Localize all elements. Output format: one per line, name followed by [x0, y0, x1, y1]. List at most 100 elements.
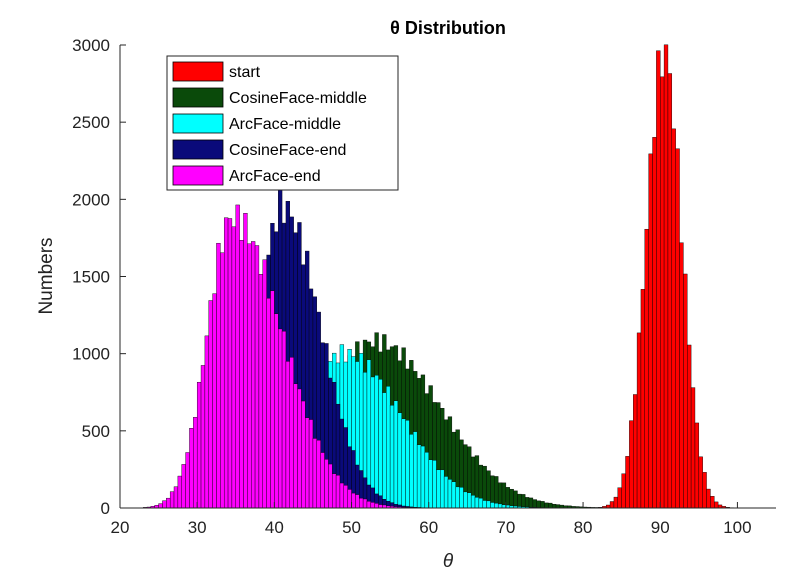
- histogram-bar: [428, 459, 433, 509]
- histogram-bar: [235, 204, 240, 509]
- histogram-bar: [509, 488, 514, 509]
- histogram-bar: [204, 335, 209, 509]
- histogram-bar: [200, 365, 206, 509]
- histogram-bar: [413, 431, 418, 509]
- histogram-bar: [702, 472, 707, 509]
- histogram-bar: [386, 386, 391, 509]
- histogram-bar: [378, 504, 383, 509]
- histogram-bar: [440, 469, 445, 509]
- histogram-bar: [355, 494, 360, 509]
- histogram-bar: [301, 400, 306, 509]
- histogram-bar: [401, 418, 406, 509]
- histogram-bar: [609, 501, 615, 509]
- histogram-bar: [308, 419, 314, 509]
- x-tick-label: 40: [265, 518, 284, 537]
- histogram-bar: [359, 497, 364, 509]
- histogram-bar: [675, 148, 680, 509]
- histogram-bar: [687, 344, 692, 509]
- histogram-bar: [513, 490, 518, 509]
- histogram-bar: [521, 494, 526, 509]
- histogram-bar: [517, 493, 522, 509]
- x-tick-label: 80: [574, 518, 593, 537]
- histogram-bar: [629, 420, 634, 509]
- histogram-bar: [362, 498, 368, 509]
- histogram-bar: [320, 452, 325, 509]
- histogram-bar: [324, 459, 329, 509]
- histogram-bar: [494, 502, 499, 509]
- histogram-bar: [714, 501, 719, 509]
- legend-label: CosineFace-middle: [229, 90, 367, 107]
- histogram-bar: [297, 388, 302, 509]
- histogram-bar: [173, 486, 179, 509]
- legend-swatch: [172, 139, 224, 160]
- histogram-bar: [416, 444, 422, 509]
- histogram-bar: [470, 495, 476, 509]
- legend-label: ArcFace-end: [229, 168, 321, 185]
- histogram-bar: [169, 491, 175, 509]
- histogram-bar: [212, 293, 217, 509]
- histogram-bar: [393, 400, 399, 509]
- histogram-bar: [250, 241, 256, 509]
- x-tick-label: 50: [342, 518, 361, 537]
- histogram-bar: [220, 252, 225, 509]
- histogram-bar: [540, 501, 545, 509]
- histogram-bar: [436, 469, 441, 509]
- histogram-bar: [343, 485, 348, 509]
- legend-swatch: [172, 61, 224, 82]
- histogram-bar: [621, 473, 626, 509]
- histogram-bar: [243, 213, 248, 509]
- y-tick-label: 500: [82, 422, 110, 441]
- histogram-bar: [706, 488, 711, 509]
- histogram-bar: [640, 289, 646, 509]
- y-tick-label: 1000: [72, 345, 110, 364]
- histogram-bar: [266, 297, 271, 509]
- histogram-bar: [270, 290, 275, 509]
- histogram-bar: [656, 50, 661, 509]
- histogram-bar: [679, 242, 684, 509]
- histogram-bar: [555, 504, 561, 509]
- histogram-bar: [397, 412, 402, 509]
- histogram-bar: [443, 476, 449, 509]
- histogram-bar: [490, 502, 495, 509]
- histogram-bar: [289, 357, 294, 509]
- histogram-bar: [389, 405, 395, 509]
- histogram-bar: [332, 473, 337, 509]
- histogram-bar: [347, 489, 352, 509]
- histogram-bar: [305, 417, 310, 509]
- x-tick-label: 90: [651, 518, 670, 537]
- legend-label: ArcFace-middle: [229, 116, 341, 133]
- histogram-bar: [351, 492, 356, 509]
- y-tick-label: 3000: [72, 36, 110, 55]
- histogram-bar: [231, 226, 236, 509]
- histogram-bar: [459, 487, 464, 509]
- histogram-bar: [281, 330, 287, 509]
- histogram-bar: [625, 456, 630, 509]
- legend-label: CosineFace-end: [229, 142, 346, 159]
- histogram-bar: [227, 218, 233, 509]
- histogram-bar: [613, 496, 618, 509]
- histogram-bar: [405, 420, 410, 509]
- histogram-bar: [247, 243, 252, 509]
- histogram-bar: [328, 463, 333, 509]
- histogram-bar: [690, 387, 696, 509]
- histogram-bar: [223, 217, 229, 509]
- histogram-bar: [293, 383, 298, 509]
- histogram-bar: [455, 486, 460, 509]
- x-axis-label: θ: [443, 551, 454, 572]
- histogram-bar: [254, 245, 260, 509]
- histogram-bar: [497, 503, 503, 509]
- histogram-bar: [644, 228, 649, 509]
- histogram-bar: [181, 464, 186, 509]
- x-tick-label: 60: [419, 518, 438, 537]
- histogram-bar: [262, 259, 267, 509]
- histogram-bar: [424, 452, 429, 509]
- x-tick-label: 20: [111, 518, 130, 537]
- histogram-bar: [312, 438, 318, 509]
- histogram-bar: [374, 374, 379, 509]
- histogram-bar: [177, 475, 182, 509]
- histogram-bar: [528, 497, 534, 509]
- legend-swatch: [172, 113, 224, 134]
- histogram-bar: [382, 392, 387, 509]
- histogram-bar: [648, 153, 653, 509]
